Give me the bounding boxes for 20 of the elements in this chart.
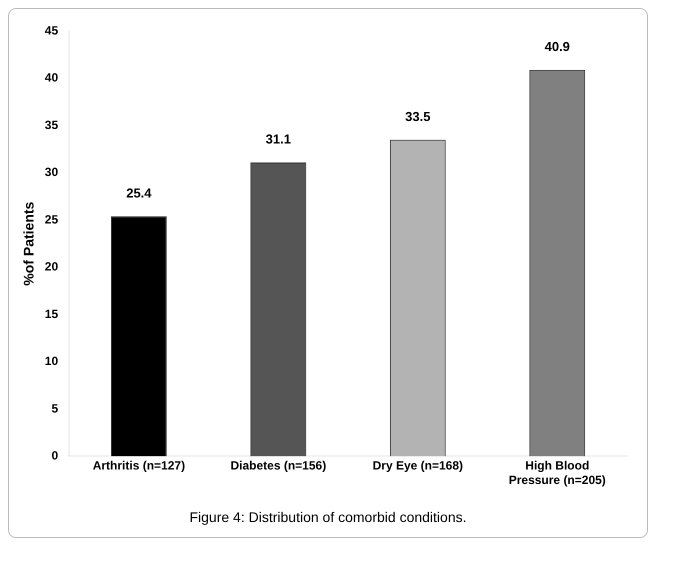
x-tick-label: Dry Eye (n=168) [372, 458, 463, 473]
y-tick-label: 35 [44, 118, 58, 132]
x-tick-label: Arthritis (n=127) [92, 458, 186, 473]
y-tick-label: 5 [51, 401, 58, 416]
data-label: 40.9 [544, 39, 570, 54]
y-tick-label: 25 [44, 212, 58, 226]
y-tick-label: 40 [44, 70, 58, 85]
x-tick-label: Diabetes (n=156) [230, 458, 326, 473]
data-label: 33.5 [405, 108, 430, 124]
y-tick-label: 20 [44, 260, 58, 274]
y-tick-label: 0 [51, 448, 58, 463]
x-tick-label: High Blood Pressure (n=205) [508, 458, 606, 488]
y-tick-label: 15 [44, 306, 58, 321]
caption: Figure 4: Distribution of comorbid conditions. [188, 509, 468, 525]
y-axis-title: %of Patients [20, 201, 36, 286]
y-tick-label: 45 [44, 24, 58, 38]
data-label: 25.4 [126, 185, 152, 200]
data-label: 31.1 [266, 132, 291, 147]
y-tick-label: 30 [44, 165, 58, 180]
y-tick-label: 10 [44, 354, 58, 368]
